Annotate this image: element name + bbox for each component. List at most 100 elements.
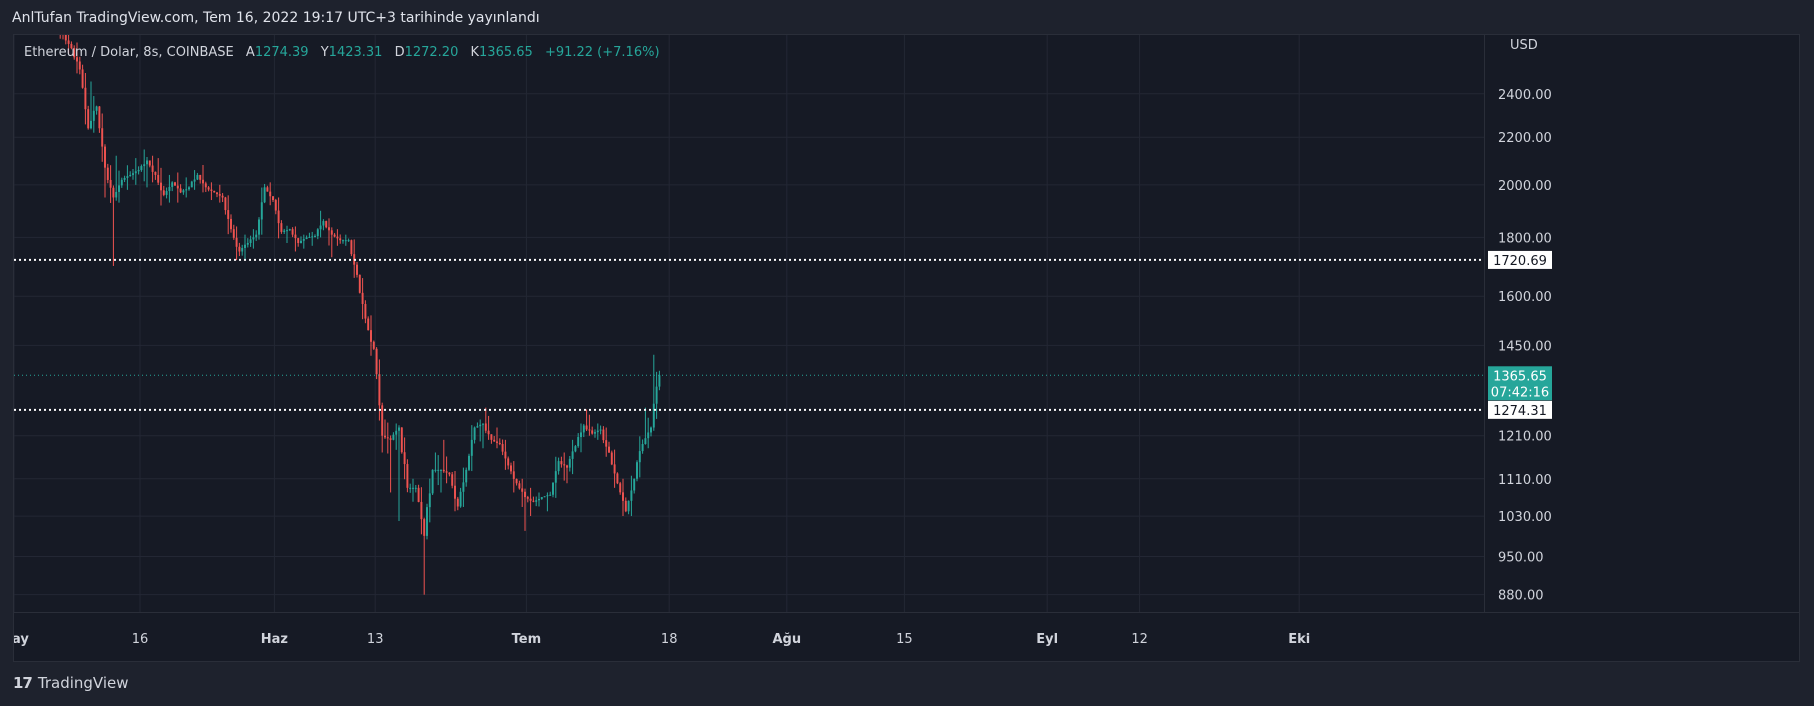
candle-body — [210, 189, 213, 191]
candle-body — [493, 439, 496, 442]
candle-body — [168, 186, 171, 192]
candle-body — [557, 461, 560, 472]
candle-body — [78, 61, 81, 70]
candle-body — [87, 109, 90, 129]
candle-body — [498, 442, 501, 445]
legend-close-label: K — [470, 45, 480, 60]
candle-body — [406, 464, 409, 488]
candle-body — [652, 403, 655, 428]
candle-body — [199, 174, 202, 180]
candle-body — [504, 451, 507, 459]
candle-body — [409, 487, 412, 489]
candle-body — [300, 240, 302, 244]
candle-body — [459, 491, 462, 507]
x-tick-label: 15 — [896, 632, 913, 647]
y-tick-label: 1600.00 — [1498, 290, 1552, 305]
candle-body — [252, 237, 255, 240]
horizontal-lines[interactable] — [14, 258, 1484, 411]
candle-body — [70, 43, 73, 49]
candle-body — [633, 478, 636, 491]
ohlc-legend: Ethereum / Dolar, 8s, COINBASE A1274.39 … — [24, 45, 660, 60]
candle-body — [294, 234, 297, 239]
candle-body — [330, 230, 333, 235]
horizontal-line-price-box — [1488, 400, 1552, 419]
candle-body — [468, 455, 470, 470]
legend-high-label: Y — [320, 45, 329, 60]
candle-body — [322, 221, 325, 226]
candle-body — [269, 191, 272, 197]
candle-body — [638, 451, 641, 463]
last-price-label: 1365.65 — [1493, 369, 1547, 384]
chart-frame[interactable]: USD 880.00 950.00 1030.00 1110.00 1210.00 145… — [13, 34, 1800, 662]
y-tick-label: 1450.00 — [1498, 339, 1552, 354]
candle-body — [655, 386, 658, 404]
candle-body — [636, 462, 638, 479]
candle-body — [162, 190, 165, 195]
y-tick-label: 2200.00 — [1498, 131, 1552, 146]
candle-body — [602, 429, 605, 441]
candle-body — [342, 240, 344, 242]
candle-body — [112, 187, 115, 198]
candle-body — [482, 423, 484, 425]
legend-close: 1365.65 — [479, 45, 533, 60]
candle-body — [392, 434, 395, 440]
y-tick-label: 1030.00 — [1498, 510, 1552, 525]
candle-body — [106, 167, 109, 180]
candle-body — [277, 210, 280, 224]
candle-body — [647, 432, 650, 439]
candle-body — [204, 183, 207, 188]
candle-body — [384, 435, 386, 438]
candle-body — [84, 87, 87, 110]
candle-body — [232, 229, 235, 238]
candle-body — [244, 244, 246, 248]
candle-body — [484, 423, 487, 431]
candle-body — [274, 200, 277, 211]
currency-label: USD — [1510, 38, 1538, 53]
y-tick-label: 1210.00 — [1498, 430, 1552, 445]
candle-body — [378, 374, 381, 406]
candle-body — [319, 225, 322, 230]
price-axis-background[interactable] — [1484, 35, 1485, 613]
candle-body — [118, 185, 120, 192]
y-tick-label: 880.00 — [1498, 589, 1544, 604]
x-tick-label: Ağu — [772, 632, 801, 647]
candle-body — [123, 177, 126, 180]
candle-body — [414, 487, 417, 489]
candle-body — [76, 57, 78, 62]
candle-body — [249, 239, 252, 244]
x-tick-label: 16 — [132, 632, 149, 647]
candle-body — [196, 174, 199, 180]
candle-body — [400, 427, 403, 453]
candle-body — [316, 229, 319, 237]
time-axis[interactable]: May 16 Haz 13 Tem 18 Ağu 15 Eyl 12 Eki — [14, 632, 1310, 647]
candle-body — [440, 469, 442, 471]
tradingview-brand[interactable]: 17 TradingView — [13, 674, 129, 692]
candlestick-chart[interactable]: USD 880.00 950.00 1030.00 1110.00 1210.00 145… — [14, 35, 1800, 662]
candle-body — [182, 190, 185, 193]
price-axis[interactable]: 880.00 950.00 1030.00 1110.00 1210.00 1450.00… — [1498, 88, 1552, 604]
candle-body — [246, 243, 249, 245]
candle-body — [423, 519, 426, 536]
candle-body — [535, 500, 538, 502]
candle-body — [585, 425, 588, 430]
candle-body — [291, 229, 294, 235]
candle-body — [286, 230, 288, 232]
candle-body — [347, 240, 350, 242]
candle-body — [395, 430, 398, 435]
candle-body — [98, 106, 101, 129]
horizontal-line-price-label: 1274.31 — [1493, 404, 1547, 419]
candle-body — [417, 487, 420, 502]
candle-body — [154, 171, 157, 175]
candle-body — [540, 497, 543, 499]
candle-body — [188, 187, 190, 190]
candle-body — [610, 452, 613, 465]
candle-body — [171, 182, 174, 187]
candle-body — [255, 234, 258, 238]
legend-high: 1423.31 — [328, 45, 383, 60]
candle-body — [381, 405, 384, 436]
candle-body — [263, 187, 266, 203]
brand-name: TradingView — [37, 674, 129, 692]
candle-body — [574, 446, 577, 452]
candle-body — [386, 437, 389, 439]
